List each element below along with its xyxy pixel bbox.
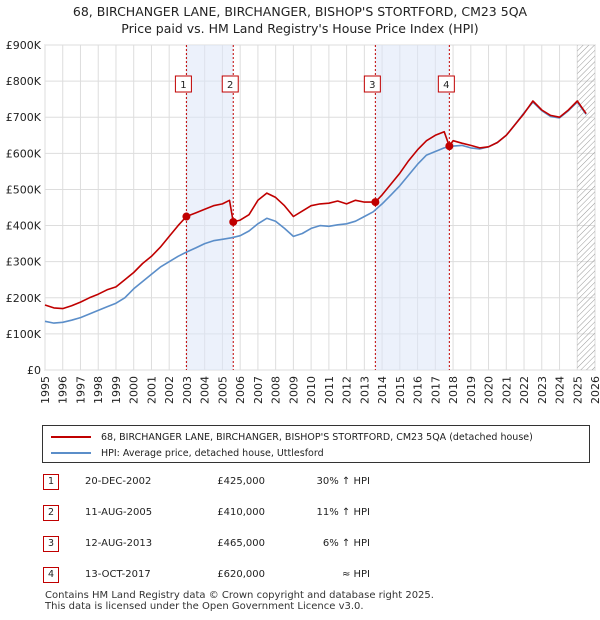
x-tick-label: 2011 bbox=[323, 376, 336, 404]
sale-point bbox=[182, 212, 191, 221]
x-tick-label: 2001 bbox=[145, 376, 158, 404]
y-tick-label: £100K bbox=[6, 328, 42, 341]
x-tick-label: 2010 bbox=[305, 376, 318, 404]
x-tick-label: 2002 bbox=[163, 376, 176, 404]
x-tick-label: 1998 bbox=[92, 376, 105, 404]
sale-row: 3 12-AUG-2013 £465,000 6% ↑ HPI bbox=[0, 534, 600, 554]
y-tick-label: £0 bbox=[27, 364, 41, 377]
y-tick-label: £500K bbox=[6, 183, 42, 196]
sale-label: 2 bbox=[227, 80, 233, 91]
x-tick-label: 2022 bbox=[518, 376, 531, 404]
sale-label-box bbox=[174, 75, 192, 93]
x-tick-label: 2003 bbox=[181, 376, 194, 404]
sale-row: 1 20-DEC-2002 £425,000 30% ↑ HPI bbox=[0, 472, 600, 492]
y-tick-label: £900K bbox=[6, 39, 42, 52]
legend-item-hpi: HPI: Average price, detached house, Uttl… bbox=[51, 445, 324, 461]
sale-point bbox=[371, 198, 380, 207]
legend-swatch-property bbox=[51, 436, 91, 438]
legend-item-property: 68, BIRCHANGER LANE, BIRCHANGER, BISHOP'… bbox=[51, 429, 533, 445]
forecast-hatch bbox=[577, 45, 595, 370]
y-tick-label: £200K bbox=[6, 292, 42, 305]
x-tick-label: 2009 bbox=[287, 376, 300, 404]
x-tick-label: 2024 bbox=[554, 376, 567, 404]
sale-label: 3 bbox=[369, 80, 375, 91]
sale-hpi-comparison: 11% ↑ HPI bbox=[316, 507, 370, 518]
sale-hpi-comparison: ≈ HPI bbox=[341, 569, 370, 580]
legend-label-hpi: HPI: Average price, detached house, Uttl… bbox=[101, 447, 324, 459]
y-tick-label: £800K bbox=[6, 75, 42, 88]
x-tick-label: 2013 bbox=[358, 376, 371, 404]
sale-number-badge: 3 bbox=[43, 536, 59, 552]
x-tick-label: 2019 bbox=[465, 376, 478, 404]
plot-area bbox=[44, 44, 596, 371]
y-tick-label: £400K bbox=[6, 220, 42, 233]
chart-title-block: 68, BIRCHANGER LANE, BIRCHANGER, BISHOP'… bbox=[0, 3, 600, 37]
y-tick-label: £700K bbox=[6, 111, 42, 124]
holding-period-band bbox=[375, 45, 450, 370]
sale-price: £410,000 bbox=[217, 507, 265, 518]
x-tick-label: 2000 bbox=[128, 376, 141, 404]
sale-date: 12-AUG-2013 bbox=[85, 538, 153, 549]
sale-price: £465,000 bbox=[217, 538, 265, 549]
x-tick-label: 2014 bbox=[376, 376, 389, 404]
sale-date: 13-OCT-2017 bbox=[85, 569, 151, 580]
footer-licence: This data is licensed under the Open Gov… bbox=[45, 601, 364, 612]
x-tick-label: 2021 bbox=[500, 376, 513, 404]
footer-copyright: Contains HM Land Registry data © Crown c… bbox=[45, 590, 434, 601]
sale-hpi-comparison: 6% ↑ HPI bbox=[322, 538, 370, 549]
chart-title: 68, BIRCHANGER LANE, BIRCHANGER, BISHOP'… bbox=[72, 4, 528, 19]
sale-label-box bbox=[221, 75, 239, 93]
x-tick-label: 2023 bbox=[536, 376, 549, 404]
y-tick-label: £300K bbox=[6, 256, 42, 269]
x-tick-label: 2015 bbox=[394, 376, 407, 404]
sale-point bbox=[229, 217, 238, 226]
sale-date: 20-DEC-2002 bbox=[85, 476, 152, 487]
x-tick-label: 2006 bbox=[234, 376, 247, 404]
x-tick-label: 2004 bbox=[199, 376, 212, 404]
chart-subtitle: Price paid vs. HM Land Registry's House … bbox=[121, 21, 479, 36]
y-tick-label: £600K bbox=[6, 147, 42, 160]
x-tick-label: 1995 bbox=[39, 376, 52, 404]
legend-label-property: 68, BIRCHANGER LANE, BIRCHANGER, BISHOP'… bbox=[101, 431, 533, 443]
sale-number-badge: 4 bbox=[43, 567, 59, 583]
price-chart: £0 £100K £200K £300K £400K £500K £600K £700K £80… bbox=[6, 39, 600, 404]
sale-price: £425,000 bbox=[217, 476, 265, 487]
sale-label-box bbox=[363, 75, 381, 93]
x-tick-label: 2008 bbox=[270, 376, 283, 404]
x-tick-label: 2012 bbox=[341, 376, 354, 404]
x-tick-label: 2018 bbox=[447, 376, 460, 404]
x-tick-label: 2007 bbox=[252, 376, 265, 404]
x-tick-label: 2025 bbox=[571, 376, 584, 404]
series-line-property bbox=[44, 100, 587, 310]
sale-number-badge: 2 bbox=[43, 505, 59, 521]
sale-hpi-comparison: 30% ↑ HPI bbox=[316, 476, 370, 487]
legend: 68, BIRCHANGER LANE, BIRCHANGER, BISHOP'… bbox=[42, 425, 590, 463]
legend-swatch-hpi bbox=[51, 452, 91, 454]
sale-row: 2 11-AUG-2005 £410,000 11% ↑ HPI bbox=[0, 503, 600, 523]
x-tick-label: 2005 bbox=[216, 376, 229, 404]
x-tick-label: 2020 bbox=[483, 376, 496, 404]
sale-label: 1 bbox=[180, 80, 186, 91]
sale-row: 4 13-OCT-2017 £620,000 ≈ HPI bbox=[0, 565, 600, 585]
x-tick-label: 1999 bbox=[110, 376, 123, 404]
sale-number-badge: 1 bbox=[43, 474, 59, 490]
x-tick-label: 2016 bbox=[412, 376, 425, 404]
x-tick-label: 2017 bbox=[429, 376, 442, 404]
sale-label: 4 bbox=[443, 80, 449, 91]
x-tick-label: 2026 bbox=[589, 376, 600, 404]
x-tick-label: 1997 bbox=[74, 376, 87, 404]
x-tick-label: 1996 bbox=[57, 376, 70, 404]
sale-price: £620,000 bbox=[217, 569, 265, 580]
sale-label-box bbox=[437, 75, 455, 93]
sale-point bbox=[445, 142, 454, 151]
sale-date: 11-AUG-2005 bbox=[85, 507, 153, 518]
footer: Contains HM Land Registry data © Crown c… bbox=[45, 590, 434, 612]
